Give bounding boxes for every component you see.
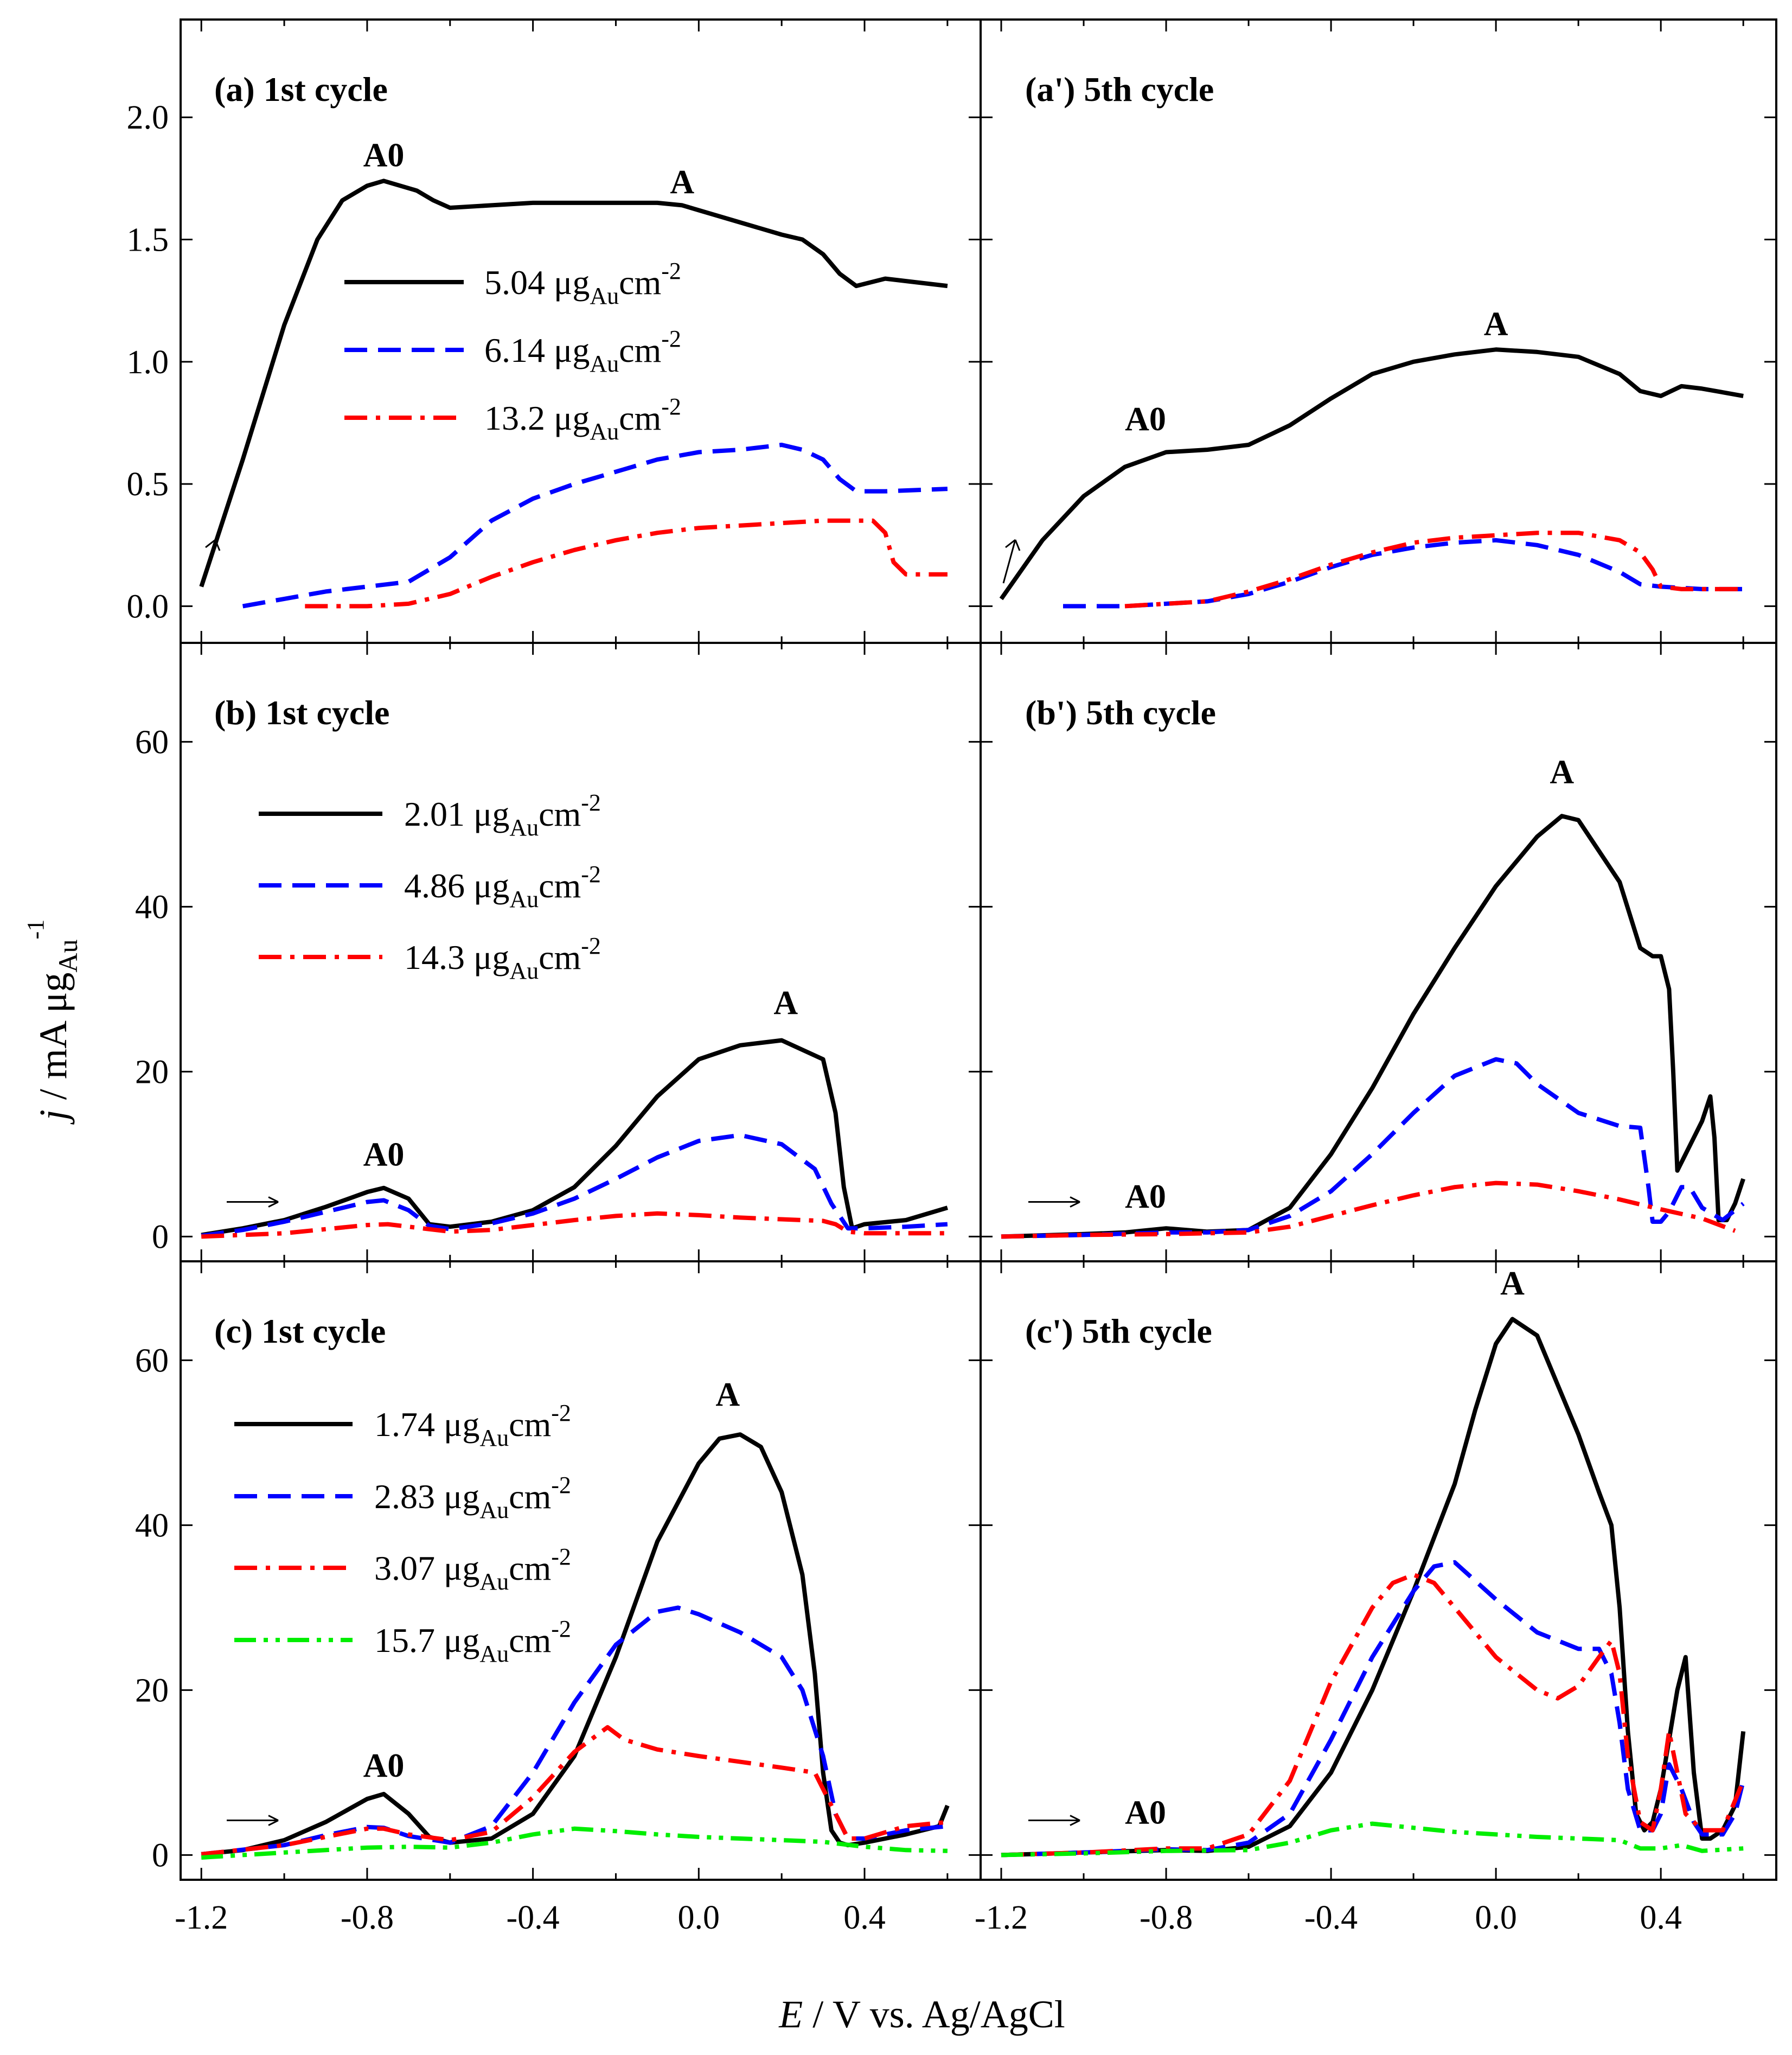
series-line-green	[201, 1826, 948, 1860]
panel-c: 0 20 40 60 A0 A (c) 1st cycle	[135, 1261, 981, 1880]
sweep-arrow-icon	[227, 1815, 279, 1826]
peak-label: A0	[363, 1137, 405, 1173]
peak-label: A	[715, 1376, 740, 1413]
sweep-arrow-icon	[1028, 1196, 1080, 1208]
sweep-arrow-icon	[1002, 539, 1021, 584]
legend-label: 15.7 μgAucm-2	[374, 1616, 571, 1667]
y-tick-label: 0	[152, 1218, 169, 1255]
x-axis-title: E / V vs. Ag/AgCl	[778, 1993, 1065, 2036]
legend-label: 2.83 μgAucm-2	[374, 1472, 571, 1523]
y-tick-label: 0.5	[127, 466, 169, 503]
series-line-blue	[1001, 1057, 1745, 1239]
legend-label: 1.74 μgAucm-2	[374, 1400, 571, 1451]
series-line-red	[305, 518, 948, 609]
peak-label: A	[1550, 754, 1574, 790]
series-line-green	[1001, 1821, 1744, 1858]
x-tick-label: -1.2	[175, 1899, 228, 1936]
peak-label: A0	[1125, 401, 1166, 438]
panel-a: 0.0 0.5 1.0 1.5 2.0 A0 A (a) 1st cycle	[127, 20, 981, 643]
panel-title: (b') 5th cycle	[1025, 693, 1216, 732]
y-tick-label: 1.5	[127, 222, 169, 259]
y-tick-label: 60	[135, 724, 169, 761]
series-line-blue	[242, 443, 948, 609]
y-tick-label: 20	[135, 1054, 169, 1090]
legend-entry: 15.7 μgAucm-2	[234, 1616, 571, 1667]
x-tick-label: -0.4	[1304, 1899, 1358, 1936]
panel-a2: A0 A (a') 5th cycle	[981, 20, 1776, 643]
peak-label: A	[773, 985, 798, 1022]
legend-label: 14.3 μgAucm-2	[404, 933, 601, 984]
legend-entry: 6.14 μgAucm-2	[344, 326, 681, 377]
legend-label: 4.86 μgAucm-2	[404, 861, 601, 912]
legend-label: 3.07 μgAucm-2	[374, 1543, 571, 1595]
y-tick-label: 1.0	[127, 344, 169, 381]
x-tick-label: 0.0	[678, 1899, 720, 1936]
x-tick-label: -1.2	[975, 1899, 1028, 1936]
legends: 5.04 μgAucm-2 6.14 μgAucm-2 13.2 μgAucm-2 2…	[234, 258, 681, 1667]
series-line-black	[999, 347, 1744, 601]
sweep-arrow-icon	[1028, 1815, 1080, 1826]
plot-frame	[180, 18, 1777, 1881]
panel-title: (a) 1st cycle	[214, 70, 388, 109]
x-tick-label: -0.4	[507, 1899, 560, 1936]
x-tick-label: 0.4	[843, 1899, 886, 1936]
legend-entry: 2.83 μgAucm-2	[234, 1472, 571, 1523]
legend-entry: 13.2 μgAucm-2	[344, 393, 681, 445]
series-line-blue	[1001, 1560, 1746, 1858]
sweep-arrow-icon	[202, 539, 221, 584]
panel-title: (b) 1st cycle	[214, 693, 389, 732]
legend-label: 6.14 μgAucm-2	[484, 326, 681, 377]
y-tick-label: 40	[135, 1507, 169, 1544]
x-tick-label: -0.8	[341, 1899, 394, 1936]
panel-title: (a') 5th cycle	[1025, 70, 1214, 109]
peak-label: A0	[1125, 1795, 1166, 1831]
series-line-blue	[1063, 538, 1744, 609]
peak-label: A0	[1125, 1178, 1166, 1215]
y-tick-label: 40	[135, 889, 169, 926]
x-tick-label: 0.0	[1475, 1899, 1517, 1936]
series-line-red	[1124, 531, 1744, 609]
peak-label: A	[670, 164, 694, 201]
panel-title: (c') 5th cycle	[1025, 1312, 1212, 1350]
figure-frame	[180, 18, 1777, 1881]
series-line-black	[201, 1038, 949, 1237]
series-line-black	[1001, 1317, 1746, 1858]
y-tick-label: 0	[152, 1837, 169, 1874]
panel-c2: A0 A (c') 5th cycle	[981, 1261, 1776, 1880]
legend-entry: 5.04 μgAucm-2	[344, 258, 681, 309]
x-tick-label: 0.4	[1640, 1899, 1682, 1936]
peak-label: A0	[363, 1747, 405, 1784]
legend-entry: 3.07 μgAucm-2	[234, 1543, 571, 1595]
series-line-red	[1001, 1572, 1745, 1858]
series-line-red	[201, 1725, 948, 1856]
y-tick-label: 60	[135, 1342, 169, 1379]
series-line-blue	[201, 1133, 948, 1238]
legend-label: 13.2 μgAucm-2	[484, 393, 681, 445]
legend-entry: 14.3 μgAucm-2	[259, 933, 601, 984]
y-tick-label: 0.0	[127, 588, 169, 625]
y-tick-label: 2.0	[127, 99, 169, 136]
y-tick-label: 20	[135, 1672, 169, 1709]
peak-label: A	[1500, 1265, 1525, 1302]
legend-entry: 4.86 μgAucm-2	[259, 861, 601, 912]
legend-entry: 2.01 μgAucm-2	[259, 789, 601, 841]
panel-b: 0 20 40 60 A0 A (b) 1st cycle	[135, 643, 981, 1261]
series-line-black	[199, 178, 948, 588]
legend-label: 5.04 μgAucm-2	[484, 258, 681, 309]
panel-b2: A0 A (b') 5th cycle	[981, 643, 1776, 1261]
series-line-red	[201, 1211, 948, 1239]
peak-label: A	[1484, 305, 1508, 342]
peak-label: A0	[363, 137, 405, 174]
sweep-arrow-icon	[227, 1196, 279, 1208]
x-tick-labels: -1.2 -0.8 -0.4 0.0 0.4 -1.2 -0.8 -0.4 0.0 0.4	[175, 1899, 1682, 1936]
panel-title: (c) 1st cycle	[214, 1312, 386, 1350]
legend-entry: 1.74 μgAucm-2	[234, 1400, 571, 1451]
legend-label: 2.01 μgAucm-2	[404, 789, 601, 841]
x-tick-label: -0.8	[1140, 1899, 1193, 1936]
